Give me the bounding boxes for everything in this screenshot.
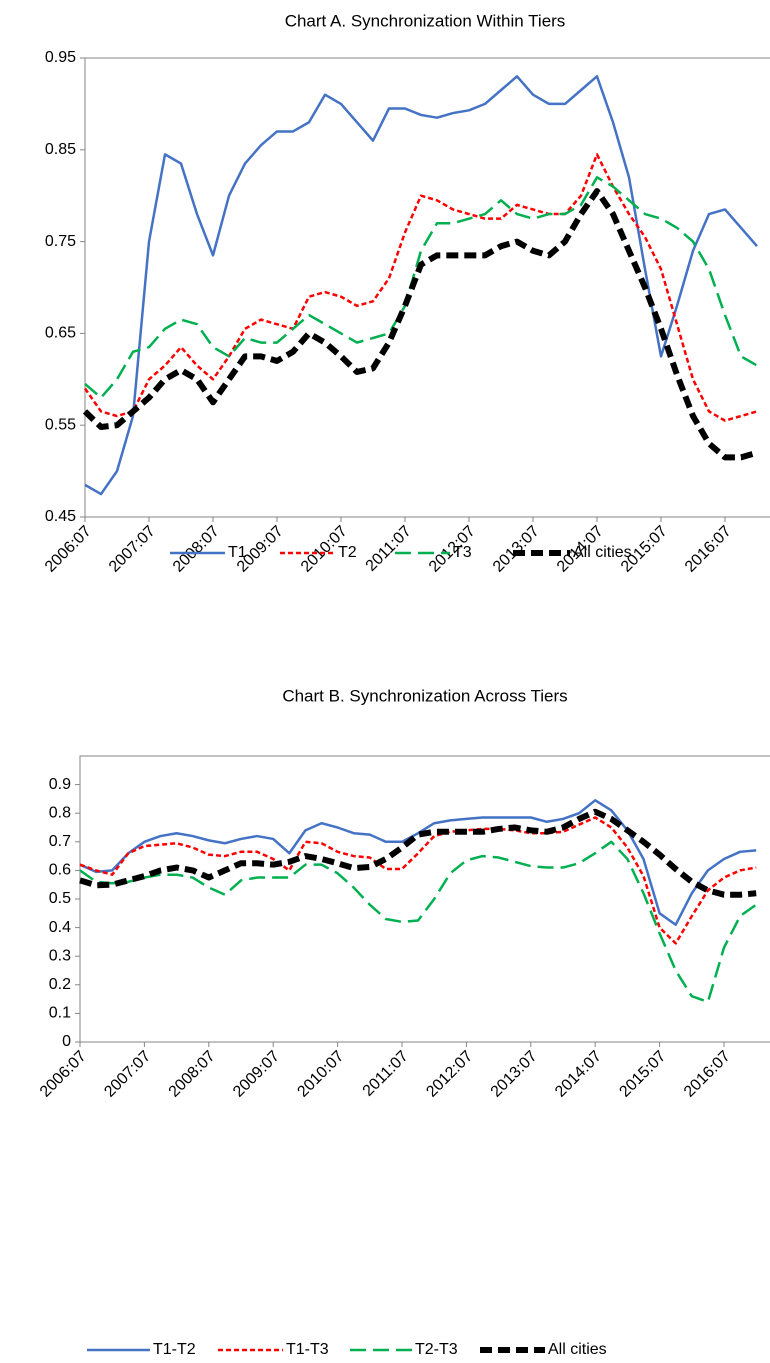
y-tick-label: 0.45: [45, 508, 76, 525]
x-tick-label: 2011:07: [363, 523, 415, 575]
series-line: [84, 75, 758, 496]
legend-label: T2: [338, 544, 357, 561]
x-tick-label: 2006:07: [42, 523, 95, 576]
x-tick-label: 2008:07: [170, 523, 223, 576]
y-tick-label: 0.9: [49, 776, 71, 793]
series-line: [84, 176, 758, 399]
legend-label: T2-T3: [415, 1341, 458, 1358]
series-line: [82, 188, 758, 461]
plot-frame: [79, 755, 770, 1043]
y-tick-label: 0.85: [45, 141, 76, 158]
legend-label: T3: [453, 544, 472, 561]
series-line: [79, 799, 757, 926]
x-tick-label: 2012:07: [423, 1048, 476, 1101]
y-tick-label: 0.1: [49, 1005, 71, 1022]
x-tick-label: 2008:07: [166, 1048, 219, 1101]
legend-label: All cities: [548, 1341, 607, 1358]
x-tick-label: 2013:07: [488, 1048, 541, 1101]
chart-title: Chart B. Synchronization Across Tiers: [282, 686, 567, 705]
y-tick-label: 0.3: [49, 947, 71, 964]
legend-label: T1-T2: [153, 1341, 196, 1358]
y-tick-label: 0.75: [45, 233, 76, 250]
series-line: [79, 808, 757, 898]
legend-label: T1-T3: [286, 1341, 329, 1358]
x-tick-label: 2006:07: [37, 1048, 90, 1101]
legend-label: T1: [228, 544, 247, 561]
x-tick-label: 2007:07: [101, 1048, 154, 1101]
x-tick-label: 2015:07: [616, 1048, 669, 1101]
x-tick-label: 2011:07: [360, 1048, 412, 1100]
x-tick-label: 2007:07: [106, 523, 159, 576]
y-tick-label: 0.8: [49, 804, 71, 821]
y-tick-label: 0.55: [45, 416, 76, 433]
y-tick-label: 0.6: [49, 862, 71, 879]
y-tick-label: 0.5: [49, 890, 71, 907]
plot-frame: [84, 57, 770, 518]
x-tick-label: 2016:07: [681, 1048, 734, 1101]
y-tick-label: 0.4: [49, 919, 71, 936]
chart-title: Chart A. Synchronization Within Tiers: [285, 11, 566, 30]
x-tick-label: 2013:07: [490, 523, 543, 576]
y-tick-label: 0.2: [49, 976, 71, 993]
legend-label: All cities: [573, 544, 632, 561]
y-tick-label: 0.95: [45, 49, 76, 66]
x-tick-label: 2010:07: [294, 1048, 347, 1101]
series-line: [79, 840, 757, 1004]
y-tick-label: 0.65: [45, 325, 76, 342]
plot-lines: [79, 799, 757, 1004]
x-tick-label: 2016:07: [682, 523, 735, 576]
x-tick-label: 2014:07: [552, 1048, 605, 1101]
series-line: [83, 153, 758, 422]
y-tick-label: 0.7: [49, 833, 71, 850]
x-tick-label: 2009:07: [230, 1048, 283, 1101]
plot-lines: [82, 75, 758, 496]
y-tick-label: 0: [62, 1033, 71, 1050]
